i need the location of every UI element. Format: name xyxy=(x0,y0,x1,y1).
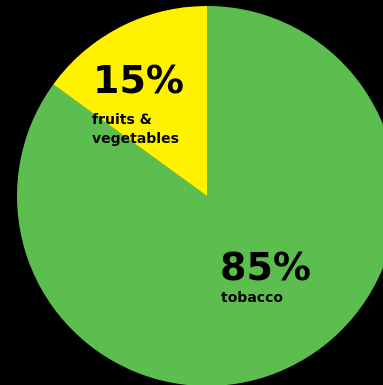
slice-category-label-fruits-vegetables-line1: fruits & xyxy=(92,112,152,128)
pie-slice-fruits-vegetables xyxy=(53,6,207,196)
pie-slices xyxy=(17,6,383,385)
slice-value-label-tobacco: 85% xyxy=(220,245,311,289)
pie-slice-tobacco xyxy=(17,6,383,385)
slice-category-label-tobacco: tobacco xyxy=(221,290,283,306)
slice-category-label-fruits-vegetables-line2: vegetables xyxy=(92,131,179,147)
slice-value-label-fruits-vegetables: 15% xyxy=(93,58,184,102)
